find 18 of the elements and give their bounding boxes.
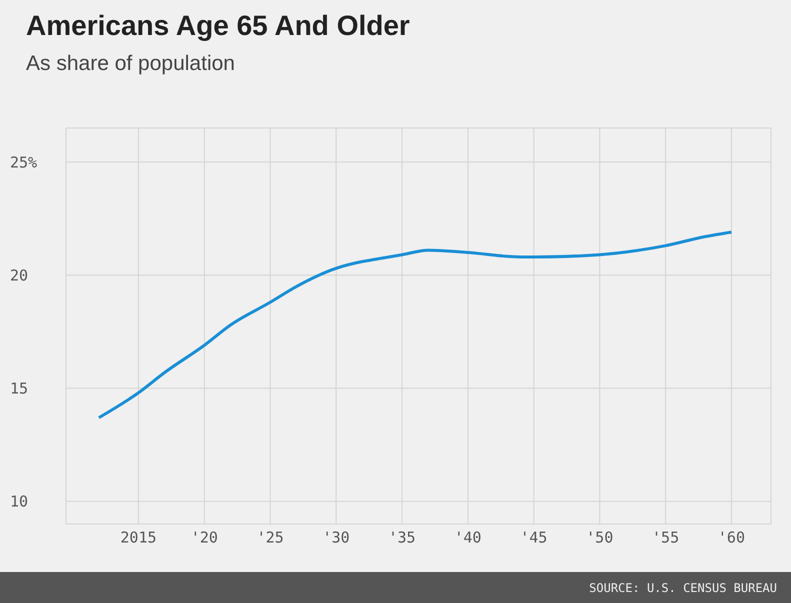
- x-tick-label: 2015: [120, 528, 157, 547]
- x-tick-label: '30: [322, 528, 350, 547]
- y-tick-label: 25%: [10, 153, 38, 172]
- source-note: SOURCE: U.S. CENSUS BUREAU: [589, 581, 777, 595]
- x-tick-label: '35: [388, 528, 416, 547]
- x-tick-label: '20: [190, 528, 218, 547]
- line-series: [97, 230, 733, 420]
- chart-subtitle: As share of population: [26, 52, 235, 76]
- x-tick-label: '40: [454, 528, 482, 547]
- chart-title: Americans Age 65 And Older: [26, 10, 410, 42]
- y-tick-label: 20: [10, 266, 28, 284]
- x-tick-label: '25: [256, 528, 284, 547]
- x-tick-label: '45: [520, 528, 548, 547]
- y-tick-label: 10: [10, 492, 28, 511]
- y-tick-label: 15: [10, 380, 28, 398]
- x-tick-label: '50: [586, 528, 614, 547]
- x-tick-label: '55: [652, 528, 680, 547]
- x-tick-label: '60: [718, 528, 746, 547]
